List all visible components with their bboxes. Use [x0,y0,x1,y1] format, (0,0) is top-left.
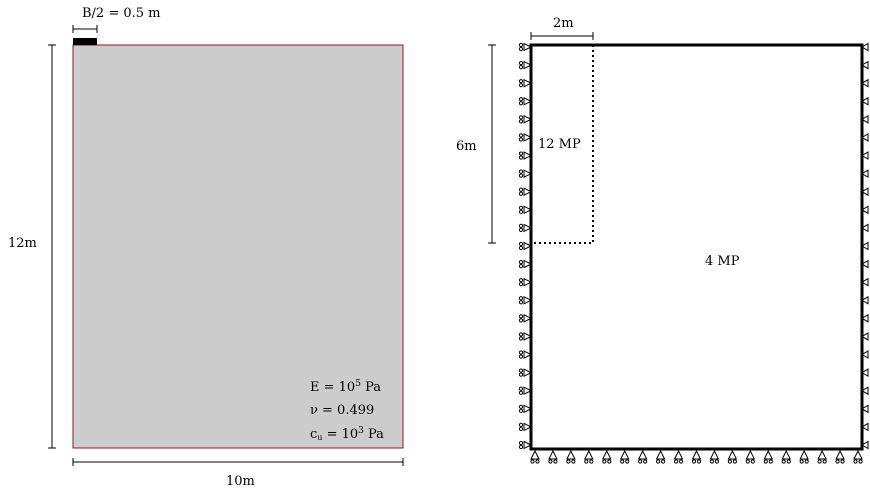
roller-support-right [861,151,869,160]
roller-support-right [861,78,869,88]
roller-support-right [861,422,869,432]
roller-support-left [518,205,533,215]
pin-support-bottom [709,449,720,464]
pin-support-bottom [817,449,827,464]
pin-support-bottom [566,449,576,464]
roller-support-right [861,205,869,215]
roller-support-right [861,133,869,142]
refined-region-boundary [531,45,594,244]
pin-support-bottom [745,449,756,464]
soil-domain [72,44,404,449]
roller-support-left [518,440,533,450]
pin-support-bottom [619,449,630,464]
roller-support-left [518,368,533,377]
footing [73,38,97,45]
roller-support-right [861,313,869,323]
roller-support-left [518,96,533,106]
roller-support-right [861,96,869,106]
youngs-modulus-label: E = 105 Pa [310,379,381,395]
roller-support-left [518,259,533,269]
roller-support-left [518,422,533,432]
roller-support-right [861,259,869,269]
roller-support-left [518,314,533,323]
roller-support-right [861,368,869,378]
undrained-strength-label: cu = 103 Pa [310,426,384,442]
roller-support-right [861,60,869,70]
roller-support-right [861,440,869,450]
height-label: 12m [8,236,37,251]
width-label: 10m [226,474,255,489]
coarse-region-label: 4 MP [705,254,740,269]
side-dimension [488,44,496,244]
pin-support-bottom [637,449,648,464]
pin-support-bottom [853,449,863,464]
pin-support-bottom [601,449,612,464]
roller-support-left [518,223,533,233]
poisson-ratio-label: ν = 0.499 [310,403,374,418]
pin-support-bottom [727,449,738,464]
right-roller-supports [861,42,869,450]
roller-support-left [518,241,533,251]
roller-support-left [518,169,533,178]
pin-support-bottom [655,449,666,464]
roller-support-left [518,332,533,341]
roller-support-right [861,187,869,197]
roller-support-left [518,60,533,70]
roller-support-left [518,115,533,124]
pin-support-bottom [691,449,702,464]
roller-support-left [518,295,533,305]
roller-support-right [861,386,869,396]
width-dimension [72,458,404,466]
roller-support-right [861,42,869,52]
roller-support-left [518,404,533,414]
roller-support-left [518,350,533,359]
roller-support-right [861,277,869,287]
top-dimension-label: 2m [553,16,574,31]
roller-support-left [518,277,533,287]
roller-support-right [861,332,869,341]
top-dimension [530,32,594,40]
pin-support-bottom [763,449,774,464]
footing-dimension [72,25,98,33]
pin-support-bottom [781,449,792,464]
pin-support-bottom [799,449,809,464]
footing-width-label: B/2 = 0.5 m [82,6,161,21]
pin-support-bottom [673,449,684,464]
roller-support-right [861,350,869,359]
roller-support-left [518,151,533,160]
mesh-domain [529,43,864,451]
roller-support-right [861,241,869,251]
pin-support-bottom [835,449,845,464]
fine-region-label: 12 MP [538,137,581,152]
roller-support-right [861,169,869,179]
roller-support-left [518,386,533,396]
pin-support-bottom [548,449,558,464]
roller-support-right [861,114,869,124]
roller-support-right [861,223,869,233]
roller-support-left [518,187,533,197]
side-dimension-label: 6m [456,139,477,154]
roller-support-right [861,295,869,305]
pin-support-bottom [530,449,540,464]
pin-support-bottom [584,449,594,464]
roller-support-right [861,404,869,414]
left-roller-supports [518,42,533,450]
roller-support-left [518,78,533,88]
roller-support-left [518,42,533,52]
height-dimension [48,44,56,449]
roller-support-left [518,133,533,142]
bottom-pin-supports [530,449,863,464]
